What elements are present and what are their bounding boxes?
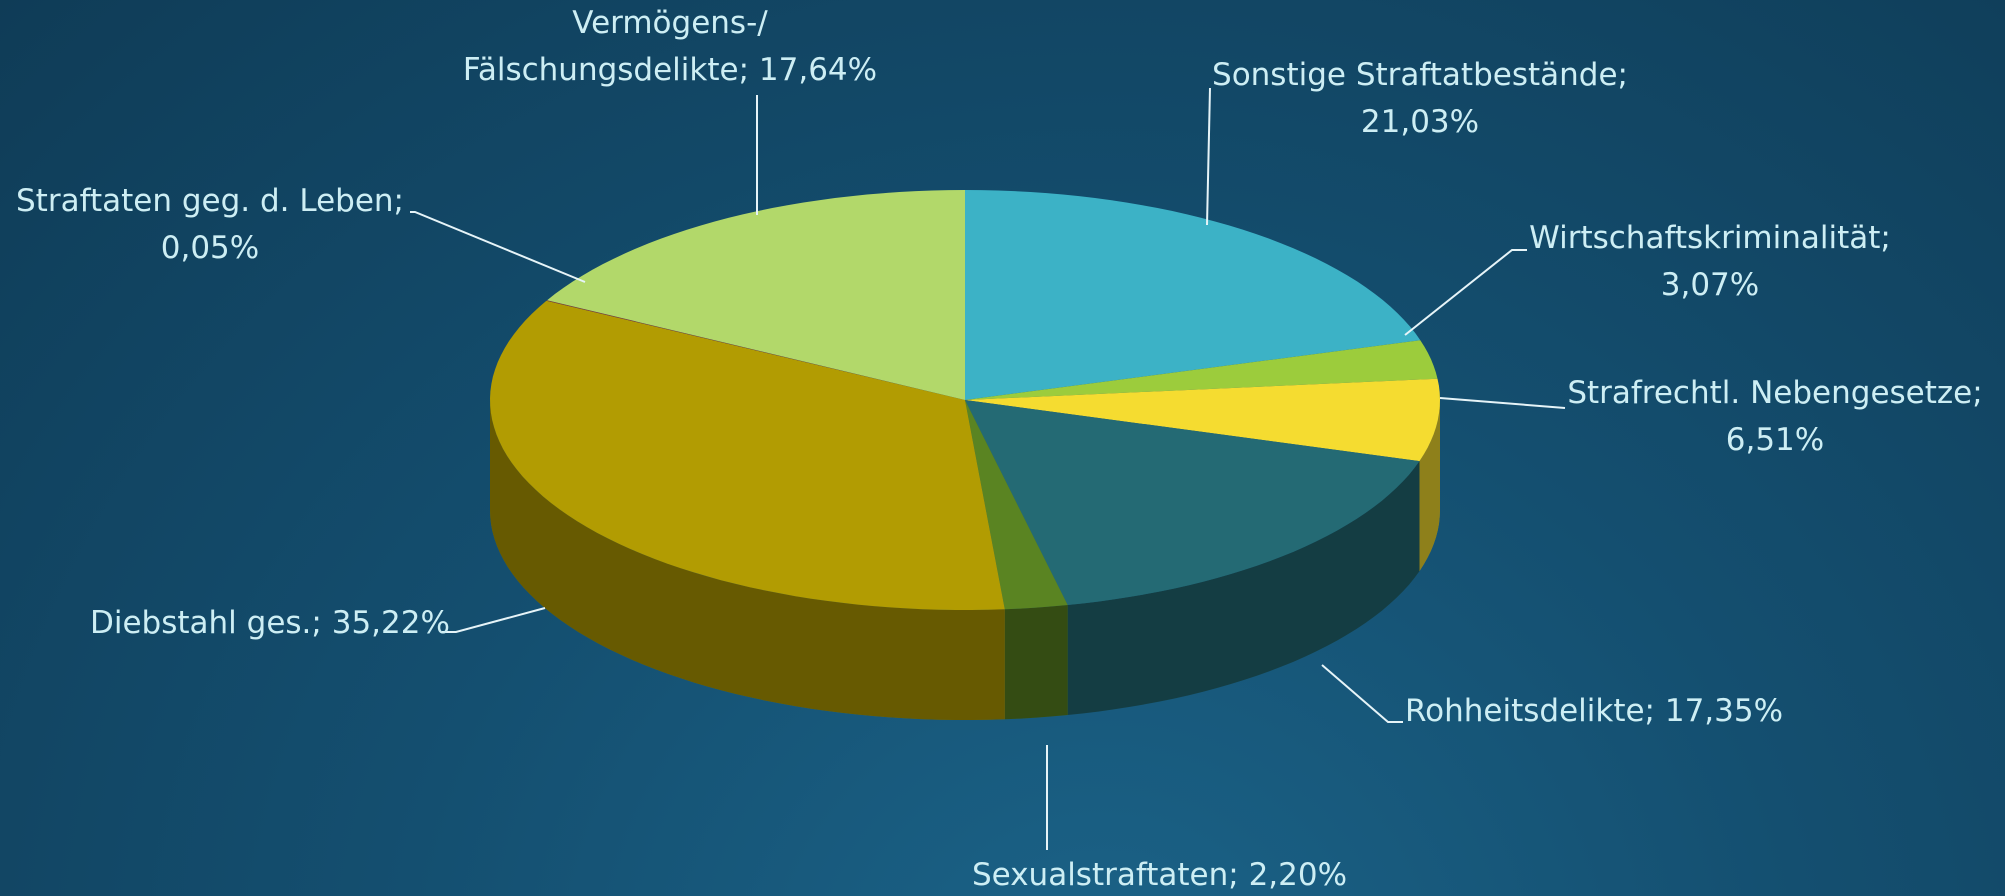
- value-label: 2,20%: [1248, 857, 1348, 893]
- value-label: 3,07%: [1660, 267, 1760, 303]
- slice: [965, 400, 1420, 605]
- slice: [490, 300, 1005, 610]
- slice: [965, 378, 1440, 462]
- category-label: Strafrechtl. Nebengesetze;: [1567, 375, 1983, 411]
- slice-side: [1067, 461, 1420, 715]
- leader-line: [1321, 664, 1403, 723]
- leader-line: [1404, 249, 1527, 336]
- slice-side: [1419, 400, 1440, 572]
- category-label: Rohheitsdelikte;: [1405, 693, 1655, 729]
- data-label: Sonstige Straftatbestände; 21,03%: [1205, 52, 1635, 146]
- category-label: Straftaten geg. d. Leben;: [16, 183, 404, 219]
- data-label: Rohheitsdelikte; 17,35%: [1405, 688, 1783, 735]
- slice-side-shade: [1067, 461, 1420, 715]
- data-label: Wirtschaftskriminalität; 3,07%: [1520, 215, 1900, 309]
- slice: [965, 400, 1068, 610]
- data-label: Strafrechtl. Nebengesetze; 6,51%: [1560, 370, 1990, 464]
- leader-line: [1439, 397, 1566, 409]
- slice-side: [490, 400, 1005, 720]
- category-label: Wirtschaftskriminalität;: [1529, 220, 1891, 256]
- data-label: Straftaten geg. d. Leben; 0,05%: [10, 178, 410, 272]
- slice: [546, 300, 965, 400]
- slice-side-shade: [1004, 605, 1068, 720]
- slice-side: [1004, 605, 1068, 720]
- leader-line: [410, 211, 586, 283]
- value-label: 21,03%: [1360, 104, 1480, 140]
- leader-line: [1206, 87, 1211, 226]
- value-label: 35,22%: [331, 605, 450, 641]
- slice-side-shade: [490, 400, 1005, 720]
- value-label: 0,05%: [160, 230, 260, 266]
- data-label: Sexualstraftaten; 2,20%: [972, 852, 1347, 896]
- slice: [965, 340, 1438, 400]
- slice: [547, 190, 965, 400]
- data-label: Vermögens-/ Fälschungsdelikte; 17,64%: [445, 0, 895, 94]
- category-label: Sonstige Straftatbestände;: [1212, 57, 1628, 93]
- value-label: 6,51%: [1725, 422, 1825, 458]
- value-label: 17,64%: [758, 52, 878, 88]
- category-label: Vermögens-/ Fälschungsdelikte;: [462, 5, 768, 88]
- slice: [965, 190, 1421, 400]
- value-label: 17,35%: [1664, 693, 1784, 729]
- slice-side-shade: [1419, 400, 1440, 572]
- category-label: Diebstahl ges.;: [90, 605, 322, 641]
- leader-line: [442, 607, 546, 633]
- data-label: Diebstahl ges.; 35,22%: [90, 600, 450, 647]
- category-label: Sexualstraftaten;: [972, 857, 1239, 893]
